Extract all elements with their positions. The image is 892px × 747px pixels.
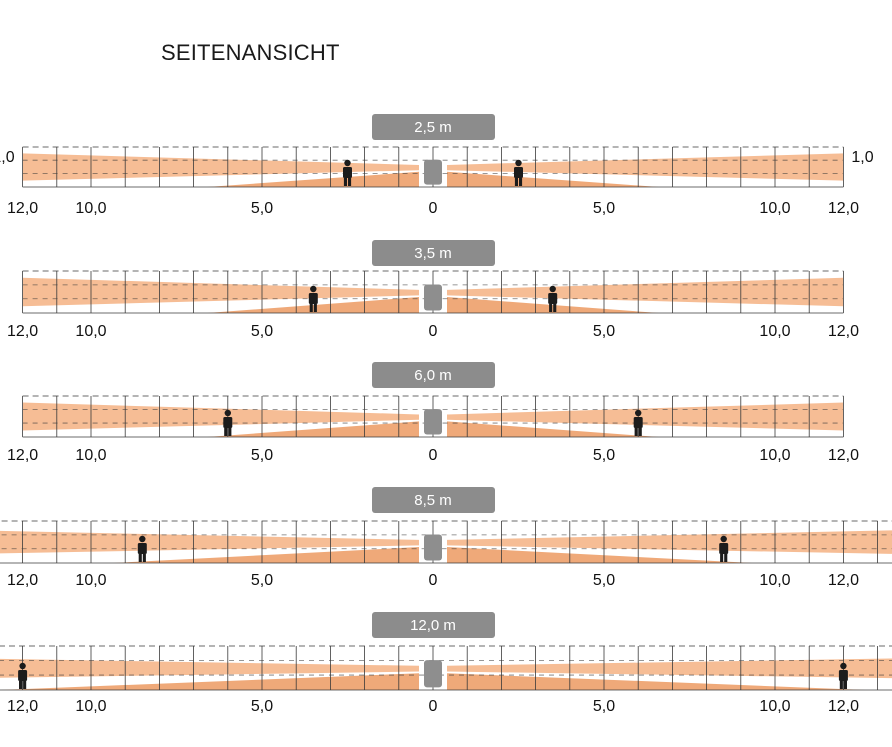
tick-label: 5,0 [593,200,615,217]
tick-label: 5,0 [251,323,273,340]
tick-label: 0 [429,323,438,340]
tick-label: 12,0 [7,323,38,340]
tick-label: 12,0 [7,698,38,715]
tick-label: 5,0 [251,698,273,715]
side-label-left: 1,0 [0,149,15,166]
tick-label: 10,0 [75,323,106,340]
person-silhouette-icon [308,285,318,312]
person-silhouette-icon [838,662,848,689]
height-badge [372,612,495,638]
person-silhouette-icon [548,285,558,312]
panel-1: 2,5 m 1,0 1,0 12,0 10,0 5,0 0 5,0 10,0 12,0 [0,114,874,217]
tick-label: 12,0 [7,447,38,464]
tick-label: 5,0 [593,447,615,464]
sensor-icon [424,409,442,435]
tick-label: 5,0 [251,200,273,217]
tick-label: 0 [429,698,438,715]
tick-label: 12,0 [828,572,859,589]
height-badge [372,240,495,266]
panel-2: 3,5 m 12,0 10,0 5,0 0 5,0 10,0 12,0 [7,240,859,340]
side-label-right: 1,0 [851,149,873,166]
sensor-icon [424,159,442,185]
tick-label: 10,0 [759,447,790,464]
tick-label: 10,0 [759,572,790,589]
person-silhouette-icon [514,159,523,186]
panel-4: 8,5 m 12,0 10,0 5,0 0 5,0 10,0 12,0 [0,487,892,589]
tick-label: 0 [429,447,438,464]
tick-label: 5,0 [251,447,273,464]
person-silhouette-icon [223,409,233,436]
detection-zone-left [0,658,420,690]
tick-label: 0 [429,200,438,217]
detection-zone-right [447,658,892,690]
detection-zone-left [0,530,419,563]
height-label: 2,5 m [414,119,452,136]
detection-zone-right [447,277,844,313]
sensor-icon [424,534,442,561]
tick-label: 12,0 [7,572,38,589]
tick-label: 10,0 [75,572,106,589]
tick-label: 5,0 [593,572,615,589]
sensor-icon [424,660,442,688]
person-silhouette-icon [343,159,352,186]
tick-label: 12,0 [828,698,859,715]
person-silhouette-icon [18,662,28,689]
tick-label: 5,0 [593,323,615,340]
tick-label: 12,0 [828,323,859,340]
sensor-icon [424,284,442,311]
detection-zone-left [22,277,419,313]
height-label: 3,5 m [414,245,452,262]
person-silhouette-icon [633,409,643,436]
tick-label: 10,0 [75,447,106,464]
tick-label: 10,0 [75,200,106,217]
height-badge [372,362,495,388]
detection-zone-right [447,530,892,563]
page-title: SEITENANSICHT [161,40,340,65]
tick-label: 5,0 [593,698,615,715]
detection-zone-left [22,402,419,437]
height-label: 8,5 m [414,492,452,509]
tick-label: 10,0 [759,323,790,340]
person-silhouette-icon [137,535,147,562]
tick-label: 12,0 [828,447,859,464]
panel-3: 6,0 m 12,0 10,0 5,0 0 5,0 10,0 12,0 [7,362,859,464]
tick-label: 12,0 [7,200,38,217]
detection-zone-left [22,153,419,187]
tick-label: 0 [429,572,438,589]
height-label: 12,0 m [410,617,456,634]
tick-label: 10,0 [759,698,790,715]
panel-5: 12,0 m 12,0 10,0 5,0 0 5,0 10,0 12,0 [0,612,892,715]
height-badge [372,487,495,513]
person-silhouette-icon [719,535,729,562]
tick-label: 12,0 [828,200,859,217]
detection-zone-right [447,402,844,437]
tick-label: 10,0 [75,698,106,715]
tick-label: 5,0 [251,572,273,589]
height-label: 6,0 m [414,367,452,384]
detection-zone-right [447,153,844,187]
tick-label: 10,0 [759,200,790,217]
height-badge [372,114,495,140]
